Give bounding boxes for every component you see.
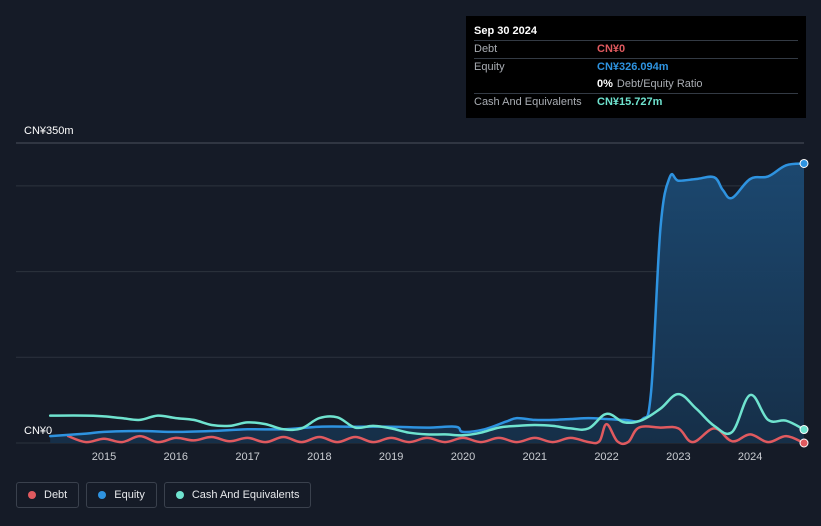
data-tooltip: Sep 30 2024 Debt CN¥0 Equity CN¥326.094m… [466, 16, 806, 118]
tooltip-debt-value: CN¥0 [597, 43, 626, 55]
tooltip-cash-value: CN¥15.727m [597, 96, 663, 108]
debt-legend-dot-icon [28, 491, 36, 499]
series-lines-layer [48, 162, 806, 446]
tooltip-ratio-value: 0% [597, 78, 613, 90]
equity-area-layer [50, 163, 804, 443]
x-tick-label-2017: 2017 [235, 451, 259, 463]
tooltip-date: Sep 30 2024 [474, 25, 537, 37]
cash-endpoint-marker [799, 425, 809, 435]
legend-item-equity[interactable]: Equity [86, 482, 157, 508]
series-endpoints-layer [799, 158, 809, 448]
x-tick-label-2023: 2023 [666, 451, 690, 463]
legend-item-cash[interactable]: Cash And Equivalents [163, 482, 312, 508]
tooltip-debt-label: Debt [474, 43, 498, 55]
debt-line [66, 422, 806, 446]
x-tick-label-2018: 2018 [307, 451, 331, 463]
y-tick-label-0: CN¥0 [24, 425, 52, 437]
x-tick-label-2016: 2016 [164, 451, 188, 463]
x-tick-label-2019: 2019 [379, 451, 403, 463]
x-tick-label-2020: 2020 [451, 451, 475, 463]
x-tick-label-2024: 2024 [738, 451, 762, 463]
equity-area [50, 163, 804, 443]
axis-tick-labels: 2015 2016 2017 2018 2019 2020 2021 2022 2023 2024… [24, 125, 762, 463]
legend-equity-label: Equity [114, 489, 145, 501]
equity-legend-dot-icon [98, 491, 107, 499]
tooltip-equity-value: CN¥326.094m [597, 61, 669, 73]
cash-legend-dot-icon [175, 491, 184, 499]
chart-legend: Debt Equity Cash And Equivalents [16, 482, 312, 510]
equity-line [48, 162, 806, 438]
legend-cash-label: Cash And Equivalents [191, 489, 300, 501]
tooltip-ratio-label [474, 76, 597, 93]
legend-debt-label: Debt [44, 489, 68, 501]
cash-line [48, 392, 806, 437]
tooltip-cash-label: Cash And Equivalents [474, 96, 582, 108]
legend-item-debt[interactable]: Debt [16, 482, 80, 508]
tooltip-ratio-suffix: Debt/Equity Ratio [616, 78, 703, 90]
debt-endpoint-marker [799, 438, 809, 448]
x-tick-label-2015: 2015 [92, 451, 116, 463]
y-tick-label-350: CN¥350m [24, 125, 74, 137]
tooltip-row-debt: Debt CN¥0 [474, 40, 798, 58]
x-tick-label-2022: 2022 [594, 451, 618, 463]
tooltip-row-equity: Equity CN¥326.094m [474, 58, 798, 76]
tooltip-row-ratio: 0% Debt/Equity Ratio [474, 76, 798, 93]
equity-endpoint-marker [799, 158, 809, 168]
tooltip-row-cash: Cash And Equivalents CN¥15.727m [474, 93, 798, 111]
x-tick-label-2021: 2021 [523, 451, 547, 463]
tooltip-equity-label: Equity [474, 61, 505, 73]
